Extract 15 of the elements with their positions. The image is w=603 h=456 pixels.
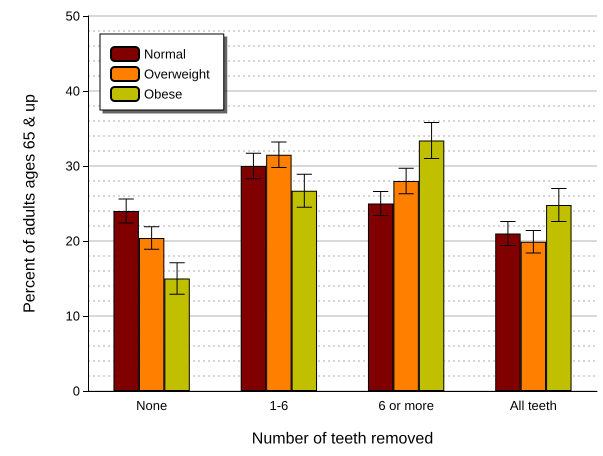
legend-label: Overweight — [144, 66, 210, 82]
x-tick-label: All teeth — [510, 398, 557, 413]
x-tick-label: None — [136, 398, 168, 413]
x-tick-label: 1-6 — [269, 398, 288, 413]
y-tick-label: 40 — [66, 84, 80, 98]
legend-label: Normal — [144, 46, 186, 62]
y-tick-label: 30 — [66, 158, 80, 174]
y-axis-title: Percent of adults ages 65 & up — [22, 94, 38, 313]
y-tick-label: 10 — [66, 308, 80, 324]
y-tick-label: 20 — [66, 234, 80, 248]
legend-label: Obese — [144, 86, 182, 102]
y-tick-label: 50 — [66, 8, 80, 24]
x-tick-label: 6 or more — [378, 398, 434, 413]
y-tick-label: 0 — [72, 384, 80, 398]
x-axis-title: Number of teeth removed — [252, 430, 434, 448]
